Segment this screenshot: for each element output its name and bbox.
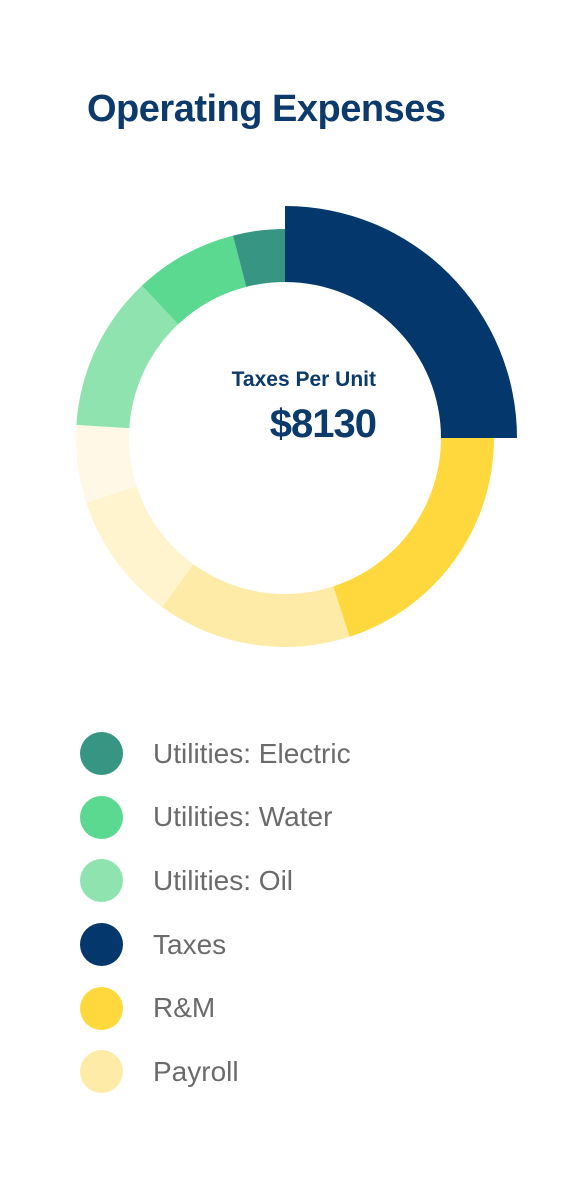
legend-label: Utilities: Oil xyxy=(153,864,294,896)
donut-slice-segment-5 xyxy=(75,424,137,503)
legend-label: R&M xyxy=(153,992,216,1024)
donut-chart xyxy=(75,206,517,647)
legend-item-r-m: R&M xyxy=(80,976,540,1040)
legend-swatch xyxy=(80,1050,123,1094)
donut-slice-utilities-electric xyxy=(233,229,285,287)
legend-swatch xyxy=(80,732,123,776)
donut-slice-segment-4 xyxy=(86,486,194,608)
chart-title: Operating Expenses xyxy=(87,88,446,130)
legend-item-payroll: Payroll xyxy=(80,1040,540,1104)
legend-label: Utilities: Water xyxy=(153,801,333,833)
donut-slice-r-m xyxy=(333,438,494,637)
center-value: $8130 xyxy=(269,402,377,446)
donut-slice-utilities-water xyxy=(141,235,247,325)
legend: Utilities: Electric Utilities: Water Utili… xyxy=(80,722,540,1104)
donut-slice-taxes xyxy=(285,206,517,438)
legend-swatch xyxy=(80,859,123,903)
donut-slice-payroll xyxy=(162,564,350,647)
legend-swatch xyxy=(80,923,123,967)
legend-swatch xyxy=(80,986,123,1030)
center-caption: Taxes Per Unit xyxy=(231,368,376,391)
legend-item-utilities-water: Utilities: Water xyxy=(80,786,540,850)
legend-item-utilities-electric: Utilities: Electric xyxy=(80,722,540,786)
legend-label: Utilities: Electric xyxy=(153,737,351,769)
legend-swatch xyxy=(80,795,123,839)
legend-item-taxes: Taxes xyxy=(80,913,540,977)
legend-label: Taxes xyxy=(153,928,227,960)
legend-label: Payroll xyxy=(153,1055,239,1087)
donut-slice-utilities-oil xyxy=(76,285,179,429)
legend-item-utilities-oil: Utilities: Oil xyxy=(80,849,540,913)
